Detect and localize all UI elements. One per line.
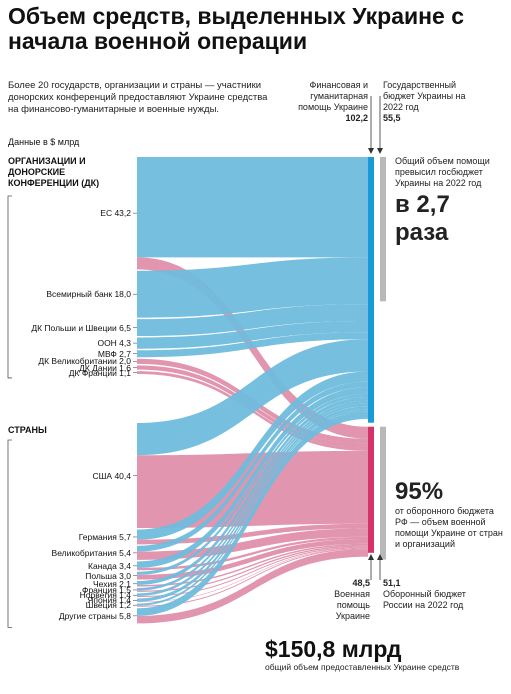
budget-header: Государственный бюджет Украины на 2022 г… <box>383 80 473 124</box>
financial-header: Финансовая и гуманитарная помощь Украине… <box>290 80 368 124</box>
page-title: Объем средств, выделенных Украине с нача… <box>8 3 465 54</box>
ribbon-military-11 <box>137 536 368 571</box>
source-label-17: Швеция 1,2 <box>85 600 131 611</box>
defense-footer: 51,1 Оборонный бюджет России на 2022 год <box>383 578 473 611</box>
ribbon-financial-12 <box>137 393 368 575</box>
source-label-10: Великобритания 5,4 <box>51 547 131 558</box>
ribbon-military-18 <box>137 549 368 624</box>
source-label-16: Япония 1,4 <box>87 595 131 606</box>
ribbon-financial-17 <box>137 409 368 606</box>
source-label-6: ДК Дании 1,6 <box>79 362 131 373</box>
percent-note-text: от оборонного бюджета РФ — объем военной… <box>395 506 503 549</box>
percent-note: 95% от оборонного бюджета РФ — объем вое… <box>395 478 509 550</box>
ribbon-financial-10 <box>137 381 368 552</box>
financial-header-label: Финансовая и гуманитарная помощь Украине <box>298 80 368 112</box>
military-footer: 48,5 Военная помощь Украине <box>318 578 370 622</box>
group-orgs-label: ОРГАНИЗАЦИИ И ДОНОРСКИЕ КОНФЕРЕНЦИИ (ДК) <box>8 156 100 188</box>
ribbon-financial-8 <box>137 339 368 456</box>
source-label-4: МВФ 2,7 <box>97 348 131 359</box>
source-label-14: Франция 1,5 <box>81 584 131 595</box>
ribbon-military-12 <box>137 539 368 580</box>
ribbon-financial-9 <box>137 371 368 540</box>
arrow-budget <box>377 148 383 154</box>
source-label-13: Чехия 2,1 <box>93 578 131 589</box>
source-label-18: Другие страны 5,8 <box>58 610 131 621</box>
budget-header-value: 55,5 <box>383 113 401 123</box>
bar-budget <box>380 157 386 302</box>
financial-header-value: 102,2 <box>345 113 368 123</box>
defense-footer-value: 51,1 <box>383 578 401 588</box>
ribbon-military-13 <box>137 543 368 587</box>
ribbon-military-17 <box>137 548 368 607</box>
ribbon-financial-0 <box>137 157 368 258</box>
ribbon-military-9 <box>137 523 368 545</box>
ribbon-financial-3 <box>137 321 368 349</box>
total-note: $150,8 млрд общий объем предоставленных … <box>265 636 505 673</box>
bar-defense <box>380 426 386 560</box>
ribbon-financial-4 <box>137 332 368 358</box>
military-footer-value: 48,5 <box>352 578 370 588</box>
source-label-15: Норвегия 1,4 <box>79 590 131 601</box>
arrow-defense <box>377 554 383 560</box>
bracket-countries <box>7 439 12 628</box>
source-label-2: ДК Польши и Швеции 6,5 <box>31 322 131 333</box>
arrow-military <box>368 554 374 560</box>
ribbon-military-10 <box>137 528 368 560</box>
ribbon-financial-15 <box>137 403 368 596</box>
source-label-9: Германия 5,7 <box>78 531 131 542</box>
ribbon-financial-18 <box>137 411 368 616</box>
units-label: Данные в $ млрд <box>8 137 80 147</box>
arrow-financial <box>368 148 374 154</box>
source-label-7: ДК Франции 1,1 <box>68 367 131 378</box>
ribbon-military-15 <box>137 546 368 598</box>
ribbon-financial-14 <box>137 400 368 591</box>
source-label-8: США 40,4 <box>92 470 131 481</box>
source-label-11: Канада 3,4 <box>88 560 131 571</box>
budget-note-big: в 2,7 раза <box>395 191 450 246</box>
source-label-3: ООН 4,3 <box>97 338 131 349</box>
ribbon-financial-13 <box>137 396 368 585</box>
source-label-5: ДК Великобритании 2,0 <box>38 356 131 367</box>
total-note-big: $150,8 млрд <box>265 636 402 662</box>
ribbon-military-14 <box>137 545 368 592</box>
ribbon-military-16 <box>137 547 368 603</box>
ribbon-financial-11 <box>137 387 368 568</box>
military-footer-label: Военная помощь Украине <box>334 589 370 621</box>
total-note-text: общий объем предоставленных Украине сред… <box>265 662 460 672</box>
ribbon-financial-16 <box>137 406 368 602</box>
defense-footer-label: Оборонный бюджет России на 2022 год <box>383 589 466 610</box>
source-label-0: ЕС 43,2 <box>100 208 131 219</box>
group-countries-label: СТРАНЫ <box>8 425 47 435</box>
percent-note-big: 95% <box>395 478 444 505</box>
bracket-orgs <box>7 195 12 379</box>
bar-military <box>368 426 374 553</box>
ribbon-financial-2 <box>137 304 368 337</box>
budget-note-text: Общий объем помощи превысил госбюджет Ук… <box>395 156 490 188</box>
lead-text: Более 20 государств, организации и стран… <box>8 80 268 115</box>
budget-header-label: Государственный бюджет Украины на 2022 г… <box>383 80 466 112</box>
bar-financial <box>368 157 374 423</box>
source-label-1: Всемирный банк 18,0 <box>46 289 131 300</box>
source-label-12: Польша 3,0 <box>85 570 131 581</box>
budget-note: Общий объем помощи превысил госбюджет Ук… <box>395 156 505 247</box>
ribbon-financial-1 <box>137 257 368 318</box>
